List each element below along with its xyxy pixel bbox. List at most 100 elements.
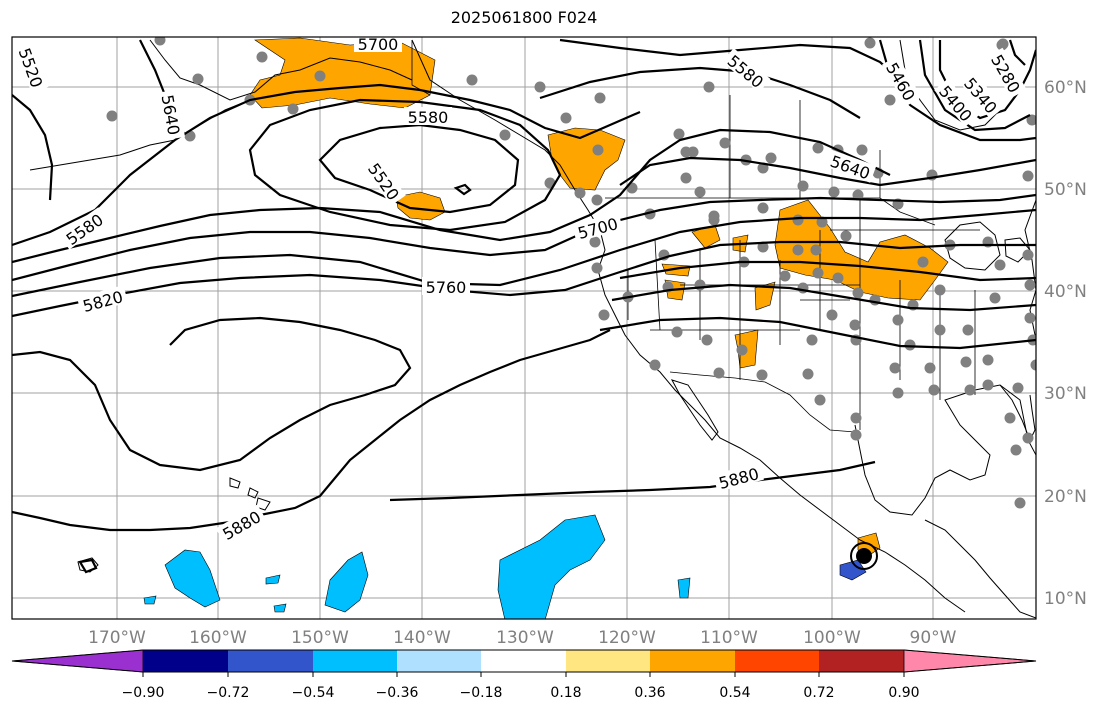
station-marker	[1010, 444, 1022, 456]
colorbar-labels: −0.90 −0.72 −0.54 −0.36 −0.18 0.18 0.36 0.54 0.7…	[122, 672, 920, 701]
station-marker	[719, 137, 731, 149]
station-marker	[792, 244, 804, 256]
station-marker	[671, 326, 683, 338]
contour-5580-north	[539, 66, 861, 119]
station-marker	[1026, 114, 1036, 126]
contour-5640-west	[12, 128, 891, 264]
contour-5820-mid	[611, 283, 1036, 312]
colorbar-segment	[481, 650, 566, 672]
station-marker	[680, 172, 692, 184]
colorbar	[11, 649, 1037, 673]
station-marker	[810, 244, 822, 256]
coastline-baja	[670, 379, 719, 441]
lat-tick-label: 20°N	[1044, 487, 1087, 507]
contour-5580-west	[12, 83, 641, 247]
contour-label: 5700	[358, 35, 399, 54]
station-marker	[892, 387, 904, 399]
coastline-hawaii	[77, 477, 271, 573]
contour-label-bg	[158, 89, 186, 140]
contour-label-bg	[571, 212, 623, 242]
colorbar-tick-label: 0.54	[719, 685, 750, 701]
lon-tick-label: 120°W	[598, 628, 656, 648]
colorbar-segment	[313, 650, 397, 672]
contour-label-bg	[881, 55, 922, 107]
station-marker	[1012, 382, 1024, 394]
station-marker	[826, 309, 838, 321]
blue-shade-pacific-1	[497, 514, 606, 619]
blue-shade-pacific-3	[324, 551, 369, 613]
station-marker	[694, 186, 706, 198]
station-marker	[812, 142, 824, 154]
contour-label-bg	[959, 70, 1004, 119]
blue-shade-mexico	[839, 559, 867, 581]
station-marker	[560, 112, 572, 124]
map-title: 2025061800 F024	[450, 8, 598, 27]
contour-5520-nw	[12, 94, 54, 201]
contour-label-bg	[15, 41, 49, 93]
station-marker	[828, 186, 840, 198]
blue-shade-pacific-2	[164, 549, 221, 608]
lon-tick-label: 140°W	[393, 628, 451, 648]
colorbar-extend-low	[11, 649, 144, 673]
contour-label-bg	[712, 462, 764, 492]
lon-tick-label: 170°W	[88, 628, 146, 648]
contour-label-bg	[59, 207, 109, 250]
contour-label-bg	[215, 504, 267, 545]
station-marker	[934, 324, 946, 336]
station-marker	[852, 189, 864, 201]
lon-tick-label: 110°W	[700, 628, 758, 648]
colorbar-extend-high	[903, 649, 1037, 673]
station-marker	[594, 92, 606, 104]
lon-tick-label: 150°W	[291, 628, 349, 648]
cyclone-symbol	[850, 542, 878, 570]
station-marker	[840, 230, 852, 242]
station-marker	[598, 309, 610, 321]
contour-5520-north	[559, 38, 901, 81]
colorbar-tick-label: −0.90	[122, 685, 165, 701]
contour-5820-west	[12, 240, 1036, 318]
colorbar-tick-label: −0.36	[376, 685, 419, 701]
station-markers	[106, 37, 1036, 509]
latitude-labels: 60°N 50°N 40°N 30°N 20°N 10°N	[1044, 78, 1087, 609]
station-marker	[964, 384, 976, 396]
station-marker	[1004, 412, 1016, 424]
station-marker	[736, 344, 748, 356]
border-us-mexico	[669, 371, 856, 433]
blue-shade-small	[143, 574, 691, 613]
station-marker	[889, 362, 901, 374]
station-marker	[287, 103, 299, 115]
station-marker	[1022, 170, 1034, 182]
station-marker	[797, 180, 809, 192]
station-marker	[757, 162, 769, 174]
station-marker	[1024, 312, 1036, 324]
longitude-labels: 170°W 160°W 150°W 140°W 130°W 120°W 110°W 100°W…	[88, 628, 957, 648]
lon-tick-label: 160°W	[189, 628, 247, 648]
contour-label-bg	[76, 285, 128, 315]
lon-tick-label: 130°W	[496, 628, 554, 648]
station-marker	[962, 324, 974, 336]
contour-label-bg	[422, 277, 470, 295]
contour-5700-west	[12, 193, 1036, 282]
station-marker	[1022, 432, 1034, 444]
map-frame	[11, 36, 1037, 620]
contour-5640-east	[619, 156, 1036, 187]
station-marker	[708, 214, 720, 226]
colorbar-tick-label: 0.72	[803, 685, 834, 701]
station-marker	[713, 367, 725, 379]
colorbar-tick-label: −0.72	[207, 685, 250, 701]
contour-5760-west	[12, 208, 1036, 298]
contour-label-bg	[986, 47, 1027, 99]
station-marker	[1014, 497, 1026, 509]
station-marker	[592, 144, 604, 156]
station-marker	[779, 270, 791, 282]
colorbar-tick-label: −0.54	[292, 685, 335, 701]
coastline-alaska	[149, 39, 413, 101]
contour-small-low	[78, 183, 472, 574]
station-marker	[892, 314, 904, 326]
station-marker	[856, 144, 868, 156]
contour-label-bg	[363, 156, 406, 206]
station-marker	[687, 146, 699, 158]
lon-tick-label: 100°W	[803, 628, 861, 648]
station-marker	[1030, 359, 1036, 371]
